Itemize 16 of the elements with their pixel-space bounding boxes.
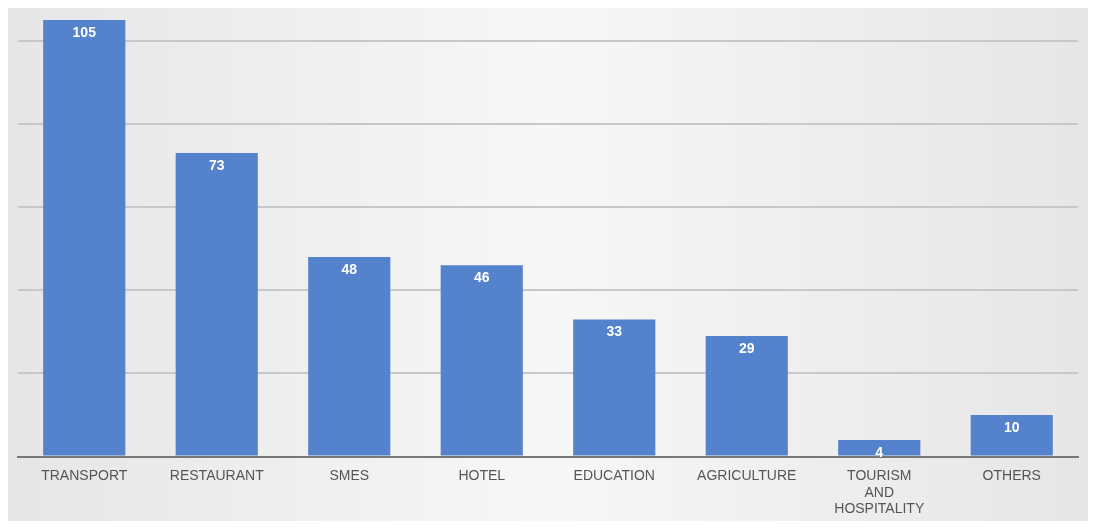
data-label: 4	[875, 443, 884, 460]
x-tick-label: OTHERS	[982, 466, 1041, 483]
x-tick-label: TRANSPORT	[41, 466, 128, 483]
data-label: 73	[208, 156, 225, 173]
x-tick-label: SMES	[329, 466, 370, 483]
x-tick-label: EDUCATION	[573, 466, 655, 483]
x-tick-label: RESTAURANT	[169, 466, 265, 483]
data-label: 48	[341, 260, 358, 277]
x-tick-label: AGRICULTURE	[697, 466, 797, 483]
x-tick-label: TOURISM AND HOSPITALITY	[834, 466, 925, 517]
data-label: 29	[738, 339, 755, 356]
data-label: 105	[72, 23, 97, 40]
data-label: 46	[473, 269, 490, 286]
x-tick-label: HOTEL	[458, 466, 506, 483]
data-label: 10	[1003, 418, 1020, 435]
data-label: 33	[606, 323, 623, 340]
